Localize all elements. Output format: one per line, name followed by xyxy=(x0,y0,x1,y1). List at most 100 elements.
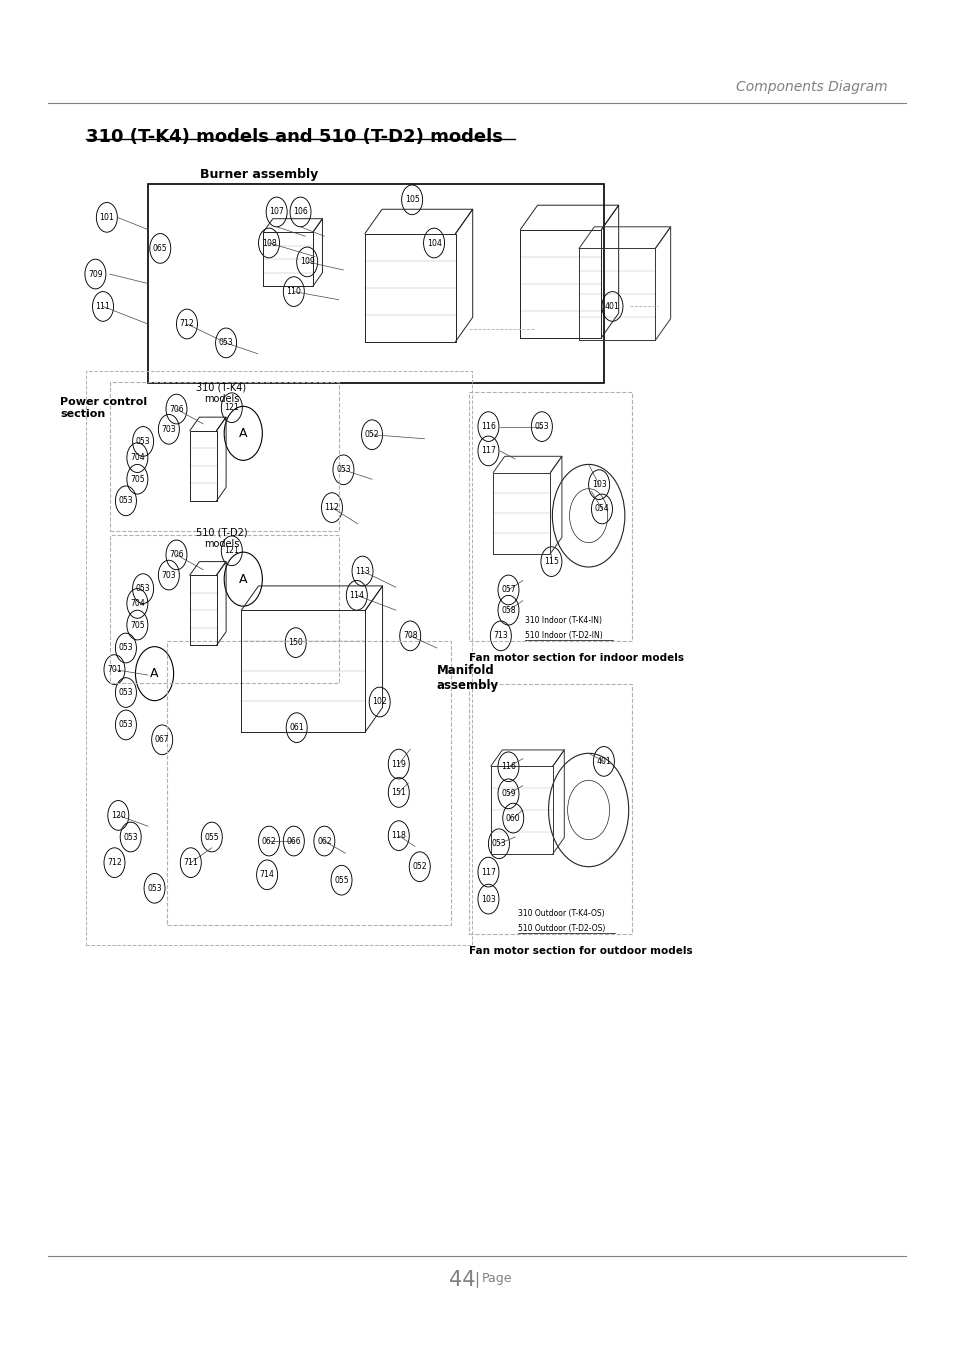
Text: 066: 066 xyxy=(286,837,301,845)
Text: Power control
section: Power control section xyxy=(60,397,147,418)
Text: 105: 105 xyxy=(404,196,419,204)
Text: 107: 107 xyxy=(269,208,284,216)
Text: Burner assembly: Burner assembly xyxy=(200,167,318,181)
Bar xyxy=(148,184,603,383)
Text: 065: 065 xyxy=(152,244,168,252)
Text: 112: 112 xyxy=(324,504,339,512)
Text: |: | xyxy=(474,1272,479,1288)
Text: 712: 712 xyxy=(179,320,194,328)
Text: A: A xyxy=(239,572,247,586)
Text: 401: 401 xyxy=(604,302,619,311)
Text: 704: 704 xyxy=(130,599,145,608)
Bar xyxy=(86,371,472,945)
Text: 053: 053 xyxy=(118,497,133,505)
Text: 111: 111 xyxy=(95,302,111,311)
Text: 102: 102 xyxy=(372,698,387,706)
Text: 150: 150 xyxy=(288,639,303,647)
Text: 053: 053 xyxy=(491,840,506,848)
Text: 058: 058 xyxy=(500,606,516,614)
Text: 705: 705 xyxy=(130,621,145,629)
Text: 121: 121 xyxy=(224,404,239,412)
Text: 052: 052 xyxy=(412,863,427,871)
Text: 310 Outdoor (T-K4-OS): 310 Outdoor (T-K4-OS) xyxy=(517,910,604,918)
Bar xyxy=(167,641,451,925)
Text: 055: 055 xyxy=(204,833,219,841)
Text: 703: 703 xyxy=(161,425,176,433)
Text: 053: 053 xyxy=(123,833,138,841)
Text: 120: 120 xyxy=(111,811,126,819)
Text: 310 (T-K4) models and 510 (T-D2) models: 310 (T-K4) models and 510 (T-D2) models xyxy=(86,128,502,146)
Text: 067: 067 xyxy=(154,736,170,744)
Text: 115: 115 xyxy=(543,558,558,566)
Text: 711: 711 xyxy=(183,859,198,867)
Text: 310 Indoor (T-K4-IN): 310 Indoor (T-K4-IN) xyxy=(524,617,601,625)
Text: 118: 118 xyxy=(391,832,406,840)
Text: 103: 103 xyxy=(480,895,496,903)
Text: 110: 110 xyxy=(286,288,301,296)
Text: 712: 712 xyxy=(107,859,122,867)
Text: 114: 114 xyxy=(349,591,364,599)
Text: 109: 109 xyxy=(299,258,314,266)
Text: 062: 062 xyxy=(316,837,332,845)
Text: 108: 108 xyxy=(261,239,276,247)
Bar xyxy=(110,382,338,531)
Text: Page: Page xyxy=(481,1272,512,1285)
Text: 062: 062 xyxy=(261,837,276,845)
Text: 706: 706 xyxy=(169,405,184,413)
Text: 117: 117 xyxy=(480,868,496,876)
Text: 510 Outdoor (T-D2-OS): 510 Outdoor (T-D2-OS) xyxy=(517,925,605,933)
Text: 060: 060 xyxy=(505,814,520,822)
Text: 053: 053 xyxy=(534,423,549,431)
Text: 116: 116 xyxy=(480,423,496,431)
Text: 053: 053 xyxy=(335,466,351,474)
Text: 106: 106 xyxy=(293,208,308,216)
Text: 054: 054 xyxy=(594,505,609,513)
Text: 053: 053 xyxy=(118,644,133,652)
Text: 117: 117 xyxy=(480,447,496,455)
Text: 44: 44 xyxy=(448,1270,475,1291)
Text: 104: 104 xyxy=(426,239,441,247)
Text: 061: 061 xyxy=(289,724,304,732)
Text: 151: 151 xyxy=(391,788,406,796)
Text: 310 (T-K4)
models: 310 (T-K4) models xyxy=(196,382,246,404)
Text: 714: 714 xyxy=(259,871,274,879)
Text: Manifold
assembly: Manifold assembly xyxy=(436,664,498,693)
Text: 053: 053 xyxy=(118,721,133,729)
Text: 706: 706 xyxy=(169,551,184,559)
Text: 703: 703 xyxy=(161,571,176,579)
Text: 055: 055 xyxy=(334,876,349,884)
Text: 052: 052 xyxy=(364,431,379,439)
Text: 101: 101 xyxy=(99,213,114,221)
Text: 709: 709 xyxy=(88,270,103,278)
Text: 053: 053 xyxy=(135,437,151,446)
Text: 113: 113 xyxy=(355,567,370,575)
Text: A: A xyxy=(239,427,247,440)
Text: 704: 704 xyxy=(130,454,145,462)
Text: 713: 713 xyxy=(493,632,508,640)
Text: 116: 116 xyxy=(500,763,516,771)
Text: 053: 053 xyxy=(118,688,133,697)
Text: 053: 053 xyxy=(135,585,151,593)
Text: 705: 705 xyxy=(130,475,145,483)
Text: 053: 053 xyxy=(147,884,162,892)
Text: 510 (T-D2)
models: 510 (T-D2) models xyxy=(195,528,247,549)
Bar xyxy=(469,684,631,934)
Text: 701: 701 xyxy=(107,666,122,674)
Text: 708: 708 xyxy=(402,632,417,640)
Text: 119: 119 xyxy=(391,760,406,768)
Text: 057: 057 xyxy=(500,586,516,594)
Bar xyxy=(110,535,338,683)
Text: Fan motor section for indoor models: Fan motor section for indoor models xyxy=(469,653,683,663)
Text: 401: 401 xyxy=(596,757,611,765)
Text: Fan motor section for outdoor models: Fan motor section for outdoor models xyxy=(469,946,692,956)
Bar xyxy=(469,392,631,641)
Text: A: A xyxy=(151,667,158,680)
Text: 059: 059 xyxy=(500,790,516,798)
Text: 121: 121 xyxy=(224,547,239,555)
Text: 053: 053 xyxy=(218,339,233,347)
Text: 103: 103 xyxy=(591,481,606,489)
Text: 510 Indoor (T-D2-IN): 510 Indoor (T-D2-IN) xyxy=(524,632,601,640)
Text: Components Diagram: Components Diagram xyxy=(735,81,886,95)
